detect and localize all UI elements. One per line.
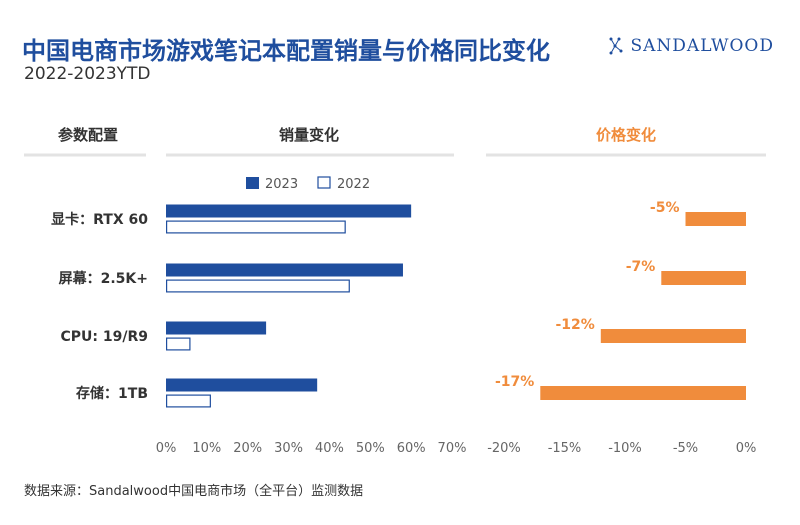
bar-2022 <box>166 279 350 293</box>
legend-label-2023: 2023 <box>265 177 298 192</box>
bar-2023 <box>166 263 403 277</box>
brand-name: SANDALWOOD <box>630 36 774 56</box>
bar-2023 <box>166 204 412 218</box>
legend-swatch-2022 <box>317 176 331 189</box>
price-data-label: -5% <box>650 200 680 216</box>
chart-title: 中国电商市场游戏笔记本配置销量与价格同比变化 <box>22 37 550 65</box>
bar-price-change <box>661 271 746 285</box>
legend-label-2022: 2022 <box>337 177 370 192</box>
x-tick-label-sales: 20% <box>233 441 262 456</box>
x-tick-label-sales: 30% <box>274 441 303 456</box>
category-label: 屏幕：2.5K+ <box>59 270 148 287</box>
bar-2022 <box>166 394 211 408</box>
x-tick-label-sales: 60% <box>397 441 426 456</box>
header-parameter: 参数配置 <box>58 126 118 144</box>
price-data-label: -7% <box>626 259 656 275</box>
x-tick-label-sales: 10% <box>192 441 221 456</box>
x-tick-label-sales: 50% <box>356 441 385 456</box>
legend-swatch-2023 <box>246 177 259 189</box>
brand-logo: SANDALWOOD <box>607 36 775 56</box>
header-sales-change: 销量变化 <box>279 126 339 144</box>
x-tick-label-price: -15% <box>548 441 582 456</box>
header-price-change: 价格变化 <box>596 126 656 144</box>
x-tick-label-sales: 0% <box>156 441 177 456</box>
x-tick-label-sales: 70% <box>438 441 467 456</box>
sandalwood-logo-icon <box>609 37 622 55</box>
x-tick-label-price: -20% <box>487 441 521 456</box>
bar-2023 <box>166 378 318 392</box>
chart-subtitle: 2022-2023YTD <box>24 64 151 84</box>
bar-2022 <box>166 337 191 351</box>
bar-price-change <box>540 386 746 400</box>
bar-price-change <box>600 329 746 343</box>
bar-2023 <box>166 321 267 335</box>
price-data-label: -17% <box>495 374 534 390</box>
category-label: CPU: 19/R9 <box>61 329 149 345</box>
bar-price-change <box>685 212 746 226</box>
bar-2022 <box>166 220 346 234</box>
source-note: 数据来源：Sandalwood中国电商市场（全平台）监测数据 <box>24 484 364 499</box>
price-data-label: -12% <box>555 317 594 333</box>
x-tick-label-price: -5% <box>673 441 698 456</box>
x-tick-label-sales: 40% <box>315 441 344 456</box>
x-tick-label-price: 0% <box>736 441 757 456</box>
category-label: 显卡：RTX 60 <box>51 211 148 228</box>
x-tick-label-price: -10% <box>608 441 642 456</box>
category-label: 存储：1TB <box>76 385 148 402</box>
